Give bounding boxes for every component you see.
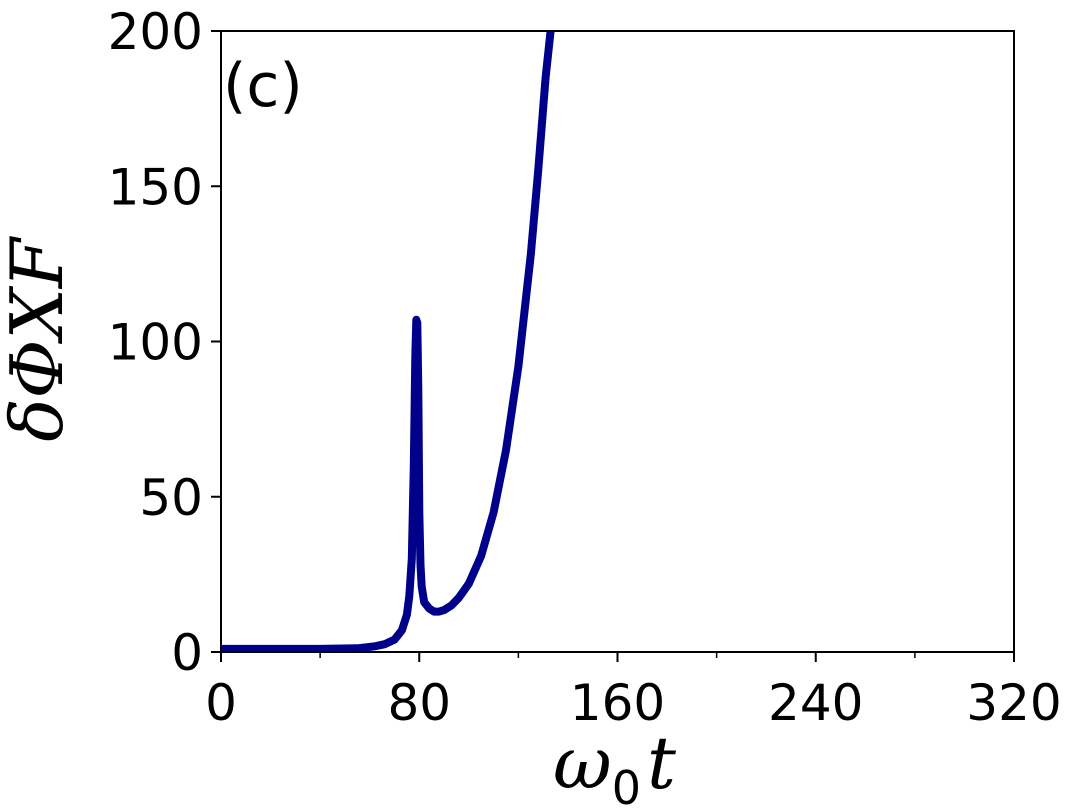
x-tick-label: 240 (768, 674, 863, 732)
y-tick-label: 0 (171, 624, 203, 682)
panel-label: (c) (223, 51, 303, 121)
x-axis-label-variable: t (647, 721, 677, 805)
y-tick-label: 200 (108, 3, 203, 61)
x-axis-label: ω0t (553, 721, 677, 810)
y-tick-label: 150 (108, 158, 203, 216)
x-tick-label: 80 (387, 674, 451, 732)
x-axis: 0 80 160 240 320 (205, 652, 1062, 732)
x-tick-label: 320 (966, 674, 1061, 732)
y-axis-label: δΦXF (0, 235, 79, 442)
x-tick-label: 160 (570, 674, 665, 732)
x-axis-label-base: ω (553, 721, 612, 805)
plot-area (221, 31, 555, 652)
y-axis: 0 50 100 150 200 (108, 3, 221, 682)
series-line-0 (221, 31, 555, 652)
plot-frame (220, 30, 1015, 653)
y-tick-label: 100 (108, 314, 203, 372)
x-tick-label: 0 (205, 674, 237, 732)
x-axis-label-subscript: 0 (612, 761, 641, 810)
y-tick-label: 50 (139, 469, 203, 527)
